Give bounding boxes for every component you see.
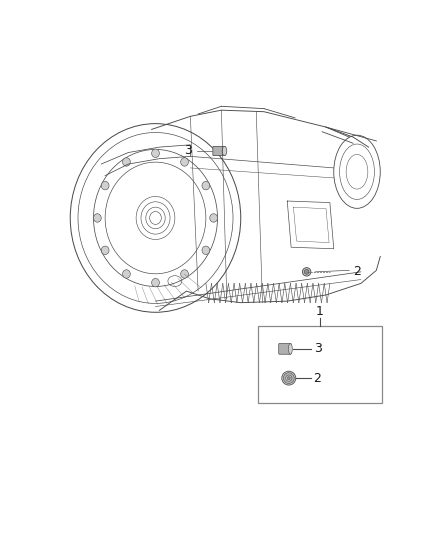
Ellipse shape — [222, 147, 227, 156]
Ellipse shape — [101, 181, 109, 190]
Ellipse shape — [287, 377, 290, 379]
Text: 3: 3 — [184, 144, 192, 157]
Ellipse shape — [282, 371, 296, 385]
Text: 1: 1 — [316, 305, 324, 318]
Ellipse shape — [181, 158, 188, 166]
Text: 2: 2 — [314, 372, 321, 385]
FancyBboxPatch shape — [213, 147, 225, 156]
Ellipse shape — [93, 214, 101, 222]
Bar — [258, 326, 382, 403]
Ellipse shape — [123, 270, 131, 278]
Ellipse shape — [152, 149, 159, 158]
Ellipse shape — [152, 278, 159, 287]
Ellipse shape — [202, 181, 210, 190]
Ellipse shape — [304, 270, 309, 274]
Ellipse shape — [101, 246, 109, 255]
Ellipse shape — [288, 343, 292, 354]
Ellipse shape — [302, 268, 311, 276]
FancyBboxPatch shape — [279, 343, 291, 354]
Ellipse shape — [181, 270, 188, 278]
Ellipse shape — [123, 158, 131, 166]
Text: 2: 2 — [353, 265, 361, 278]
Ellipse shape — [286, 375, 292, 381]
Ellipse shape — [202, 246, 210, 255]
Ellipse shape — [283, 373, 294, 384]
Ellipse shape — [210, 214, 218, 222]
Text: 3: 3 — [314, 342, 321, 356]
